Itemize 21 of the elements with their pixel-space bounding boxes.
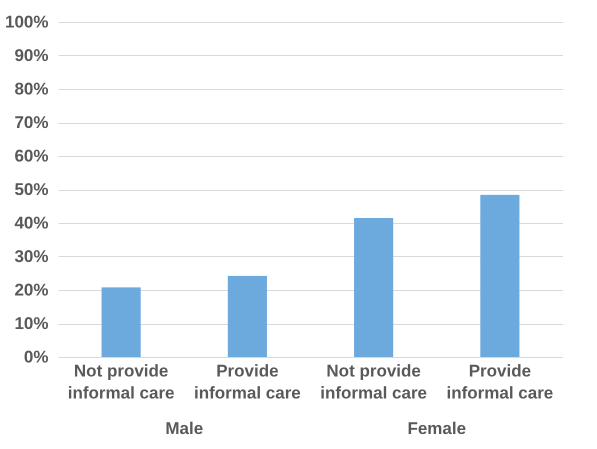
bar xyxy=(480,194,520,357)
bar xyxy=(228,276,267,357)
x-tick-label: Not provide informal care xyxy=(68,362,175,402)
text: Female xyxy=(407,419,466,438)
x-tick-label: Provide informal care xyxy=(194,362,301,402)
bar xyxy=(102,287,141,357)
y-tick-label: 90% xyxy=(14,46,48,65)
y-tick-label: 50% xyxy=(14,180,48,199)
y-tick-label: 70% xyxy=(14,113,48,132)
y-tick-label: 0% xyxy=(24,348,48,366)
bar xyxy=(354,218,394,357)
x-tick-label: Not provide informal care xyxy=(320,362,428,402)
y-tick-label: 40% xyxy=(14,214,48,232)
y-tick-label: 10% xyxy=(14,314,48,333)
y-tick-label: 60% xyxy=(14,146,48,166)
text: Male xyxy=(165,419,204,438)
y-tick-label: 20% xyxy=(14,280,48,300)
y-tick-label: 80% xyxy=(14,80,48,98)
y-tick-label: 100% xyxy=(5,12,48,32)
y-tick-label: 30% xyxy=(14,247,48,266)
x-tick-label: Provide informal care xyxy=(446,362,554,402)
